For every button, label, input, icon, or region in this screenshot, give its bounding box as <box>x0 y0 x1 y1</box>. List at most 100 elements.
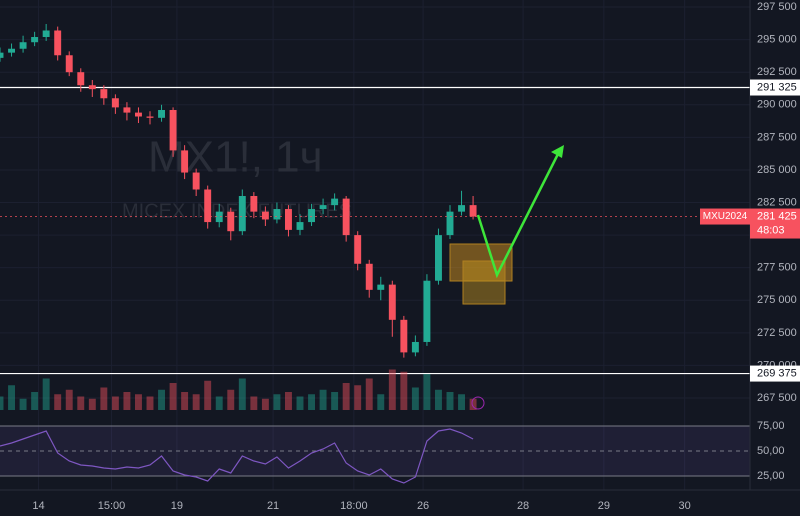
x-tick-label: 28 <box>517 500 529 512</box>
rsi-tick-label: 75,00 <box>757 420 785 432</box>
candle-body <box>388 284 396 320</box>
volume-bar <box>54 394 62 410</box>
zone-box <box>449 243 513 282</box>
plot <box>0 23 750 484</box>
candle-body <box>238 196 246 232</box>
symbol-tag <box>700 208 750 225</box>
candle-body <box>215 211 223 223</box>
volume-bar <box>354 385 362 410</box>
volume-bar <box>308 394 315 410</box>
volume-bar <box>215 396 223 410</box>
price-tag-label: 291 325 <box>757 81 797 93</box>
volume-bar <box>331 392 339 410</box>
volume-bar <box>423 374 431 410</box>
volume-bar <box>446 392 454 410</box>
y-tick-label: 285 000 <box>757 164 797 176</box>
candle-body <box>377 284 385 290</box>
candle-body <box>469 205 477 217</box>
candle-body <box>0 52 4 58</box>
y-tick-label: 295 000 <box>757 34 797 46</box>
volume-bar <box>0 396 4 410</box>
volume-bar <box>250 396 258 410</box>
x-tick-label: 30 <box>678 500 690 512</box>
candle-body <box>354 235 362 264</box>
volume-bar <box>400 371 408 410</box>
volume-bar <box>227 389 235 410</box>
candle-body <box>19 42 27 49</box>
y-tick-label: 277 500 <box>757 262 797 274</box>
x-tick-label: 15:00 <box>98 500 126 512</box>
candle-body <box>331 198 339 206</box>
zone-box <box>462 260 506 305</box>
volume-bar <box>319 389 327 410</box>
candle-body <box>158 109 165 118</box>
y-tick-label: 275 000 <box>757 294 797 306</box>
candle-body <box>296 222 304 230</box>
last-price-label: 281 425 <box>757 210 797 222</box>
candle-body <box>400 319 408 353</box>
projection-arrow <box>476 149 562 279</box>
volume-bar <box>238 378 246 410</box>
last-price-tag <box>750 208 800 239</box>
candle-body <box>319 205 327 210</box>
candle-body <box>250 196 258 212</box>
volume-bar <box>158 389 165 410</box>
candle-body <box>181 150 189 173</box>
candle-body <box>192 172 200 190</box>
volume-bar <box>169 383 177 410</box>
candle-body <box>65 55 73 73</box>
volume-bar <box>65 389 73 410</box>
volume-bar <box>111 396 119 410</box>
rsi-tick-label: 25,00 <box>757 470 785 482</box>
volume-bar <box>377 394 385 410</box>
volume-bar <box>31 392 39 410</box>
candle-body <box>423 280 431 342</box>
volume-bar <box>388 369 396 410</box>
candle-body <box>365 263 373 290</box>
y-tick-label: 290 000 <box>757 99 797 111</box>
volume-bar <box>261 398 269 410</box>
y-tick-label: 297 500 <box>757 1 797 13</box>
y-tick-label: 292 500 <box>757 66 797 78</box>
grid <box>0 0 750 490</box>
volume-bar <box>77 396 85 410</box>
volume-bar <box>435 389 442 410</box>
candle-body <box>100 89 108 99</box>
volume-bar <box>458 394 465 410</box>
volume-bar <box>146 396 154 410</box>
volume-bar <box>469 398 477 410</box>
candle-body <box>111 98 119 108</box>
x-tick-label: 14 <box>32 500 44 512</box>
candle-body <box>261 211 269 220</box>
rsi-tick-label: 50,00 <box>757 445 785 457</box>
volume-bar <box>100 387 108 410</box>
candle-body <box>123 107 131 113</box>
candle-body <box>31 37 39 43</box>
labels: 297 500 295 000 292 500 290 000 287 500 285 0… <box>32 1 800 512</box>
countdown-label: 48:03 <box>757 224 785 236</box>
price-tag-label: 269 375 <box>757 367 797 379</box>
candle-body <box>411 341 419 353</box>
volume-bar <box>204 380 212 410</box>
price-tag <box>750 365 800 382</box>
candle-body <box>285 209 292 230</box>
candle-body <box>77 72 85 86</box>
volume-bar <box>365 378 373 410</box>
candle-body <box>273 209 281 220</box>
y-tick-label: 287 500 <box>757 131 797 143</box>
price-tag <box>750 79 800 96</box>
symbol-tag-label: MXU2024 <box>703 211 748 222</box>
volume-bar <box>181 392 189 410</box>
watermark-subtitle: MICEX INDEX FUTURES <box>122 200 352 222</box>
volume-bar <box>42 378 50 410</box>
candle-body <box>42 30 50 38</box>
x-tick-label: 29 <box>598 500 610 512</box>
candle-body <box>446 211 454 236</box>
x-tick-label: 18:00 <box>340 500 368 512</box>
candle-body <box>135 112 142 117</box>
volume-bar <box>285 392 292 410</box>
candle-body <box>227 211 235 232</box>
